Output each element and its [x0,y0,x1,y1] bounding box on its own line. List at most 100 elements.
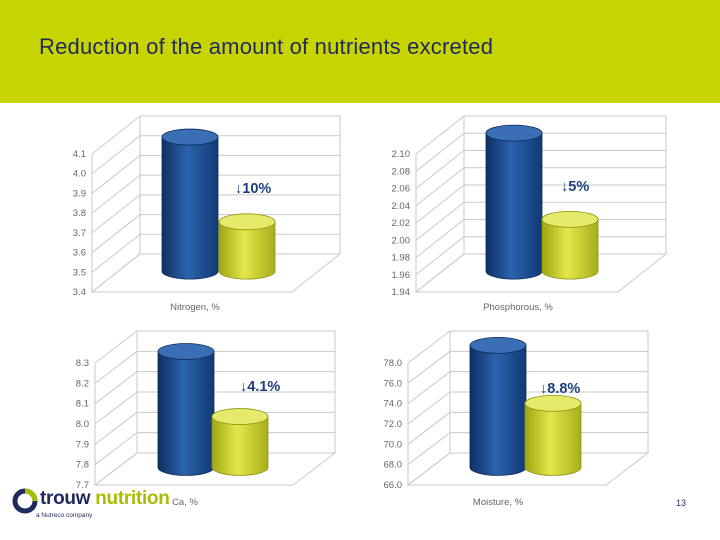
tick-label: 3.7 [73,228,86,239]
tick-label: 74.0 [384,399,403,410]
bar-after [524,394,582,476]
gridline-side [407,330,451,364]
gridline-side [407,452,451,486]
nitrogen-chart: 4.1 4.0 3.9 3.8 3.7 3.6 3.5 3.4 ↓10% Nitrogen, % [60,110,360,320]
gridline-side [91,233,141,273]
logo-word-trouw: trouw [40,488,91,509]
gridline-side [415,219,465,258]
gridline-side [415,132,465,172]
gridline-side [415,184,465,224]
tick-label: 1.98 [392,253,411,264]
tick-label: 1.96 [392,270,411,281]
gridline-side [94,350,138,384]
tick-label: 3.8 [73,208,86,219]
gridline-side [91,194,141,234]
gridline-side [94,330,138,364]
bar-before [485,124,543,280]
gridline-side [91,174,141,214]
tick-label: 78.0 [384,358,403,369]
bar-top [541,210,599,228]
bar-top [157,343,215,360]
moisture-chart: 78.0 76.0 74.0 72.0 70.0 68.0 66.0 ↓8.8% Moistur… [368,325,668,520]
tick-label: 7.7 [76,480,89,491]
tick-label: 2.04 [392,201,411,212]
tick-label: 3.5 [73,267,86,278]
bar-top [469,336,527,354]
gridline-side [91,115,141,155]
gridline-side [415,167,465,207]
bar-body [211,416,269,476]
gridline-side [415,253,465,293]
logo-word-nutrition: nutrition [95,488,170,509]
tick-label: 72.0 [384,419,403,430]
tick-label: 4.1 [73,149,86,160]
logo-mark-icon [12,488,38,514]
gridline-side [407,391,451,425]
tick-label: 8.0 [76,419,89,430]
bar-body [485,132,543,280]
gridline-side [407,371,451,405]
gridline-side [415,115,465,155]
gridline-side [415,236,465,276]
trouw-nutrition-logo: trouw nutrition a Nutreco company [12,486,182,526]
bar-body [161,136,219,280]
x-axis-label: Phosphorous, % [483,302,553,313]
bar-body [469,345,527,476]
tick-label: 76.0 [384,378,403,389]
tick-label: 1.94 [392,287,411,298]
x-axis-label: Nitrogen, % [170,302,220,313]
reduction-label: ↓10% [235,181,271,197]
bar-before [469,336,527,476]
phosphorous-chart: 2.10 2.08 2.06 2.04 2.02 2.00 1.98 1.96 1.94 ↓5% P… [378,110,678,320]
tick-label: 8.2 [76,378,89,389]
bar-after [541,210,599,280]
tick-label: 2.08 [392,166,411,177]
gridline-side [94,432,138,466]
bar-top [218,213,276,231]
gridline-side [415,150,465,189]
gridline-side [407,411,451,445]
tick-label: 4.0 [73,169,86,180]
tick-label: 2.00 [392,235,411,246]
tick-label: 66.0 [384,480,403,491]
gridline-side [91,155,141,194]
ca-chart: 8.3 8.2 8.1 8.0 7.9 7.8 7.7 ↓4.1% Ca, % [55,325,355,520]
tick-label: 8.3 [76,358,89,369]
bar-before [161,128,219,280]
gridline-side [94,452,138,486]
bar-top [524,394,582,412]
gridline-side [94,411,138,445]
tick-label: 7.9 [76,439,89,450]
bar-before [157,343,215,476]
tick-label: 7.8 [76,460,89,471]
gridline-side [94,371,138,405]
logo-tagline: a Nutreco company [36,512,93,519]
bar-body [524,402,582,476]
tick-label: 3.4 [73,287,86,298]
bar-after [218,213,276,280]
tick-label: 2.06 [392,184,411,195]
page-number: 13 [676,498,687,508]
reduction-label: ↓8.8% [540,381,580,397]
bar-body [541,218,599,280]
x-axis-label: Ca, % [172,497,198,508]
tick-label: 70.0 [384,439,403,450]
gridline-side [91,253,141,293]
bar-top [211,408,269,425]
bar-after [211,408,269,476]
gridline-side [407,432,451,466]
header-bar: Reduction of the amount of nutrients exc… [0,0,720,103]
tick-label: 2.10 [392,149,411,160]
bar-top [161,128,219,146]
gridline-side [91,214,141,253]
slide-title: Reduction of the amount of nutrients exc… [39,34,494,59]
gridline-side [94,391,138,425]
bar-body [157,351,215,476]
tick-label: 3.9 [73,188,86,199]
tick-label: 3.6 [73,248,86,259]
bar-body [218,221,276,280]
tick-label: 8.1 [76,399,89,410]
reduction-label: ↓5% [561,179,589,195]
tick-label: 2.02 [392,218,411,229]
gridline-side [407,350,451,384]
